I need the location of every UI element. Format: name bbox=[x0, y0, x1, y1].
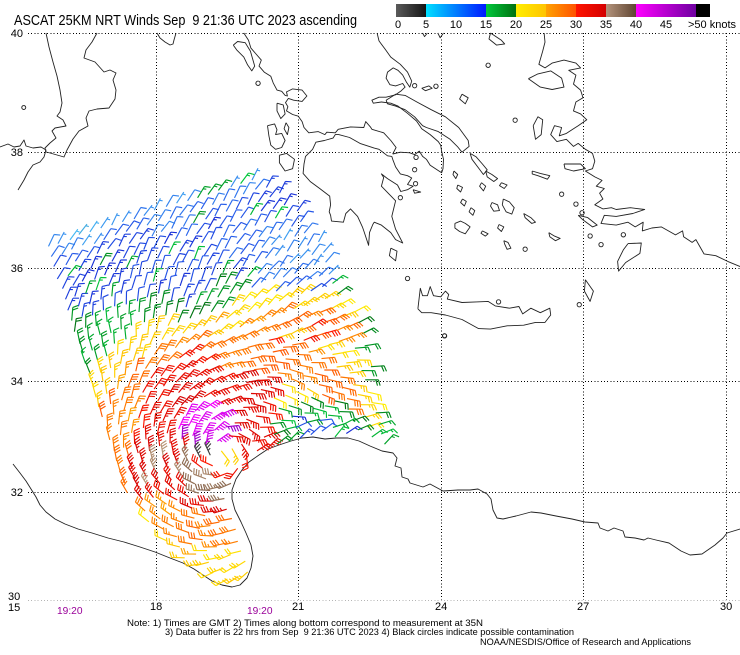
svg-text:15: 15 bbox=[480, 19, 492, 31]
svg-text:ASCAT 25KM NRT Winds Sep 9 21: ASCAT 25KM NRT Winds Sep 9 21:36 UTC 202… bbox=[14, 12, 357, 29]
svg-text:Note: 1) Times are GMT 2) Time: Note: 1) Times are GMT 2) Times along bo… bbox=[127, 617, 483, 628]
svg-text:36: 36 bbox=[11, 263, 23, 275]
svg-text:NOAA/NESDIS/Office of Research: NOAA/NESDIS/Office of Research and Appli… bbox=[480, 636, 691, 647]
svg-text:38: 38 bbox=[11, 147, 23, 159]
svg-text:40: 40 bbox=[11, 28, 23, 40]
svg-text:15: 15 bbox=[8, 602, 20, 614]
svg-text:>50 knots: >50 knots bbox=[688, 19, 737, 31]
svg-text:10: 10 bbox=[450, 19, 462, 31]
svg-text:27: 27 bbox=[577, 601, 589, 613]
svg-text:34: 34 bbox=[11, 376, 23, 388]
svg-text:19:20: 19:20 bbox=[57, 606, 83, 617]
svg-text:35: 35 bbox=[600, 19, 612, 31]
svg-text:3) Data buffer is 22 hrs from: 3) Data buffer is 22 hrs from Sep 9 21:3… bbox=[165, 627, 574, 637]
svg-text:19:20: 19:20 bbox=[247, 606, 273, 617]
svg-text:5: 5 bbox=[423, 19, 429, 31]
svg-text:20: 20 bbox=[510, 19, 522, 31]
svg-text:21: 21 bbox=[292, 601, 304, 613]
svg-text:32: 32 bbox=[11, 487, 23, 499]
svg-text:30: 30 bbox=[570, 19, 582, 31]
svg-text:18: 18 bbox=[150, 601, 162, 613]
svg-text:40: 40 bbox=[630, 19, 642, 31]
svg-text:0: 0 bbox=[395, 19, 401, 31]
svg-text:30: 30 bbox=[720, 601, 732, 613]
svg-text:30: 30 bbox=[8, 591, 20, 603]
svg-text:24: 24 bbox=[435, 601, 447, 613]
svg-text:25: 25 bbox=[540, 19, 552, 31]
svg-text:45: 45 bbox=[660, 19, 672, 31]
